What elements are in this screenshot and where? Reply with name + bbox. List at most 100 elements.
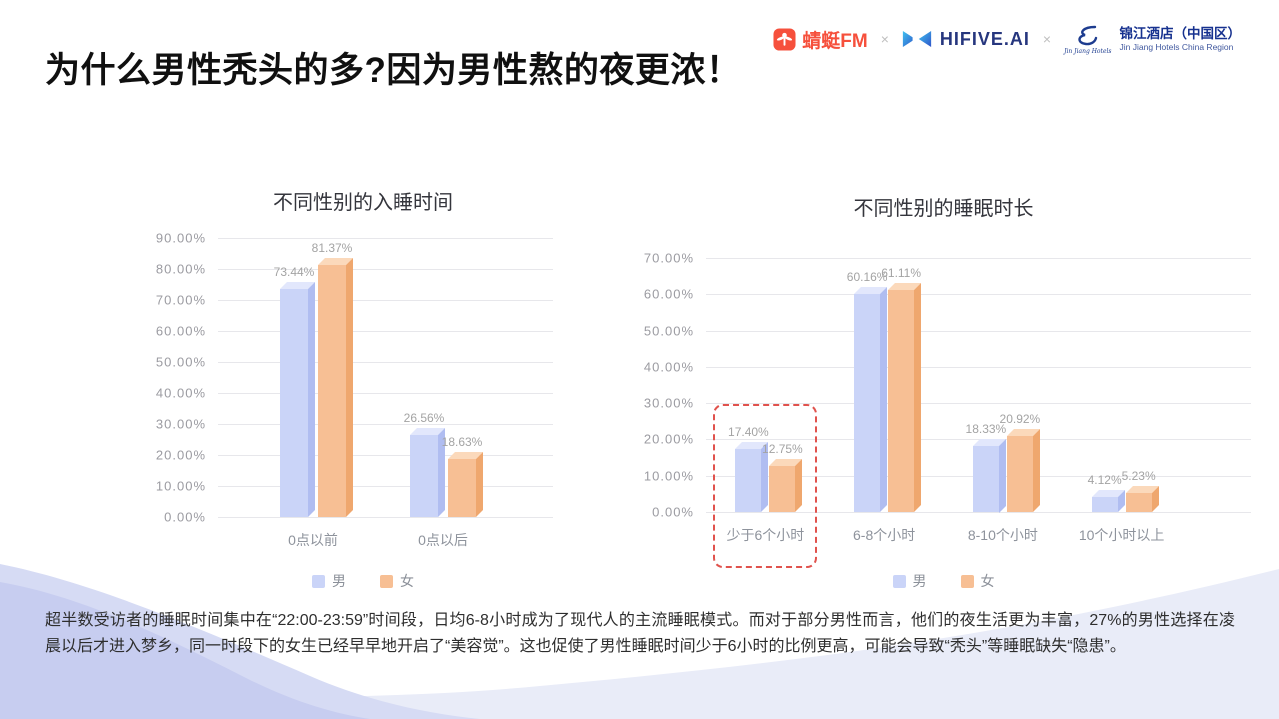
y-tick-label: 10.00%: [155, 478, 206, 494]
bar-side-face: [346, 257, 353, 517]
category-group: 73.44% 81.37% 0点以前: [274, 238, 353, 548]
chart-sleep-duration: 不同性别的睡眠时长 70.00% 60.00% 50.00% 40.00% 30.00%…: [636, 192, 1251, 591]
bar-value-label: 20.92%: [999, 412, 1041, 427]
bar-男-10个小时以上: 4.12%: [1088, 473, 1125, 512]
jinjiang-logo: Jin Jiang Hotels 锦江酒店（中国区） Jin Jiang Hot…: [1064, 24, 1241, 55]
qingting-fm-logo: 蜻蜓FM: [773, 26, 868, 53]
legend-label: 女: [400, 573, 414, 589]
y-tick-label: 40.00%: [643, 359, 694, 375]
hifive-logo: HIFIVE.AI: [902, 29, 1030, 50]
plot: 73.44% 81.37% 0点以前 26.56% 18.63% 0点以后: [218, 238, 553, 548]
y-axis: 90.00% 80.00% 70.00% 60.00% 50.00% 40.00% 30.0…: [148, 231, 218, 525]
partner-separator: ×: [1042, 31, 1052, 47]
legend-item: 女: [380, 571, 414, 591]
bar-女-6-8个小时: 61.11%: [881, 266, 922, 512]
chart-legend: 男女: [148, 571, 578, 591]
legend-swatch: [312, 574, 325, 588]
jinjiang-icon-text: Jin Jiang Hotels: [1064, 47, 1112, 55]
gridline: [218, 486, 553, 487]
chart-legend: 男女: [636, 571, 1251, 591]
bar-value-label: 26.56%: [403, 410, 445, 425]
gridline: [218, 300, 553, 301]
bar-男-0点以前: 73.44%: [274, 265, 315, 517]
qingting-fm-label: 蜻蜓FM: [802, 30, 868, 52]
bar-side-face: [1032, 429, 1040, 512]
gridline: [706, 294, 1251, 296]
legend-swatch: [960, 574, 974, 588]
y-tick-label: 20.00%: [643, 431, 694, 447]
jinjiang-emblem: Jin Jiang Hotels: [1064, 24, 1112, 55]
y-tick-label: 70.00%: [155, 292, 206, 308]
bar-女-0点以后: 18.63%: [442, 435, 483, 517]
wave-decoration: [0, 564, 1279, 719]
category-group: 60.16% 61.11% 6-8个小时: [847, 258, 922, 543]
bar-side-face: [914, 283, 922, 512]
bar-side-face: [880, 286, 888, 512]
y-tick-label: 50.00%: [155, 354, 206, 370]
gridline: [218, 331, 553, 332]
bar-side-face: [795, 458, 803, 512]
hifive-label: HIFIVE.AI: [939, 28, 1030, 49]
bar-女-8-10个小时: 20.92%: [1000, 412, 1040, 512]
y-tick-label: 60.00%: [155, 323, 206, 339]
y-tick-label: 30.00%: [643, 395, 694, 411]
gridline: [706, 330, 1251, 332]
bar-value-label: 5.23%: [1121, 469, 1156, 484]
category-label: 6-8个小时: [853, 527, 916, 543]
y-tick-label: 40.00%: [155, 385, 206, 401]
bar-男-少于6个小时: 17.40%: [728, 425, 769, 512]
category-label: 少于6个小时: [726, 527, 805, 543]
bar-value-label: 73.44%: [273, 265, 315, 280]
y-tick-label: 20.00%: [155, 447, 206, 463]
category-label: 8-10个小时: [967, 527, 1038, 543]
chart-title: 不同性别的睡眠时长: [853, 198, 1034, 220]
gridline: [218, 424, 553, 425]
analysis-paragraph: 超半数受访者的睡眠时间集中在“22:00-23:59”时间段，日均6-8小时成为…: [45, 612, 1235, 655]
y-tick-label: 30.00%: [155, 416, 206, 432]
y-tick-label: 60.00%: [643, 286, 694, 302]
y-tick-label: 0.00%: [652, 504, 694, 520]
chart-plot-area: 70.00% 60.00% 50.00% 40.00% 30.00% 20.00% 10.0…: [636, 251, 1251, 568]
legend-label: 女: [980, 573, 995, 589]
gridline: [706, 403, 1251, 405]
bar-男-0点以后: 26.56%: [404, 411, 445, 517]
category-group: 17.40% 12.75% 少于6个小时: [713, 258, 818, 568]
bar-女-0点以前: 81.37%: [312, 241, 353, 517]
legend-item: 男: [892, 571, 927, 591]
plot: 17.40% 12.75% 少于6个小时 60.16% 61.11% 6-8个小时 18.3…: [706, 258, 1251, 568]
category-group: 18.33% 20.92% 8-10个小时: [966, 258, 1041, 543]
gridline: [218, 393, 553, 394]
partner-logos: 蜻蜓FM × HIFIVE.AI ×: [773, 16, 1241, 62]
y-tick-label: 70.00%: [643, 250, 694, 266]
legend-swatch: [380, 574, 393, 588]
bar-女-少于6个小时: 12.75%: [762, 442, 803, 512]
gridline: [706, 258, 1251, 259]
bar-value-label: 12.75%: [762, 441, 803, 456]
legend-item: 男: [312, 571, 346, 591]
category-label: 10个小时以上: [1078, 527, 1165, 543]
y-tick-label: 10.00%: [643, 468, 694, 484]
y-tick-label: 90.00%: [155, 230, 206, 246]
gridline: [218, 269, 553, 270]
y-tick-label: 50.00%: [643, 323, 694, 339]
bar-value-label: 18.33%: [965, 421, 1007, 436]
jinjiang-text: 锦江酒店（中国区） Jin Jiang Hotels China Region: [1120, 26, 1242, 52]
legend-label: 男: [332, 573, 346, 589]
bar-side-face: [476, 452, 483, 517]
gridline: [218, 362, 553, 363]
y-axis: 70.00% 60.00% 50.00% 40.00% 30.00% 20.00% 10.0…: [636, 251, 706, 520]
qingting-fm-icon: [773, 27, 796, 51]
category-group: 26.56% 18.63% 0点以后: [404, 238, 483, 548]
y-tick-label: 0.00%: [164, 509, 206, 525]
legend-item: 女: [960, 571, 995, 591]
gridline: [706, 512, 1251, 513]
jinjiang-name-cn: 锦江酒店（中国区）: [1119, 25, 1242, 41]
bar-男-8-10个小时: 18.33%: [966, 422, 1006, 512]
bar-value-label: 18.63%: [441, 435, 483, 450]
bar-男-6-8个小时: 60.16%: [847, 270, 887, 512]
category-group: 4.12% 5.23% 10个小时以上: [1079, 258, 1165, 543]
bar-side-face: [998, 438, 1006, 512]
bar-side-face: [308, 282, 315, 517]
hifive-icon: [902, 31, 931, 47]
